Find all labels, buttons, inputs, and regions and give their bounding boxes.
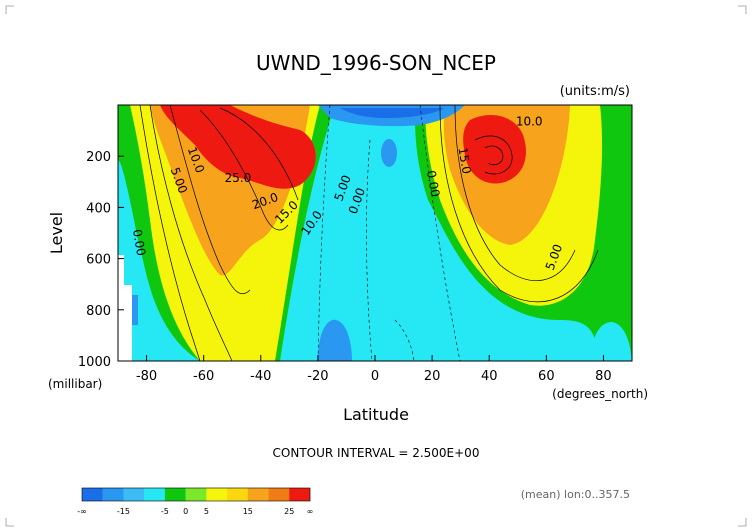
x-tick-label: -40 bbox=[250, 369, 271, 384]
contour-label: 0.00 bbox=[130, 228, 148, 257]
colorbar-labels: -∞ -15 -5 0 5 15 25 ∞ bbox=[77, 507, 313, 516]
x-tick-label: -20 bbox=[307, 369, 328, 384]
y-axis-unit: (millibar) bbox=[48, 377, 102, 391]
x-tick-label: -60 bbox=[193, 369, 214, 384]
colorbar-label: 25 bbox=[284, 507, 294, 516]
x-tick-label: 40 bbox=[481, 369, 498, 384]
y-tick-label: 1000 bbox=[78, 355, 111, 370]
colorbar-swatch bbox=[82, 488, 103, 501]
colorbar-swatch bbox=[268, 488, 290, 501]
y-tick-label: 800 bbox=[86, 304, 111, 319]
colorbar-swatch bbox=[289, 488, 311, 501]
y-tick-label: 200 bbox=[86, 150, 111, 165]
x-axis: -80 -60 -40 -20 0 20 40 60 80 bbox=[136, 355, 612, 384]
colorbar-label: -5 bbox=[161, 507, 169, 516]
chart-title: UWND_1996-SON_NCEP bbox=[256, 51, 496, 75]
colorbar bbox=[81, 487, 311, 502]
colorbar-label: -∞ bbox=[77, 507, 87, 516]
colorbar-label: 15 bbox=[243, 507, 253, 516]
contour-field bbox=[118, 105, 632, 361]
x-tick-label: 80 bbox=[595, 369, 612, 384]
colorbar-label: 5 bbox=[204, 507, 209, 516]
y-axis-title: Level bbox=[47, 212, 66, 254]
colorbar-label: ∞ bbox=[307, 507, 314, 516]
colorbar-swatch bbox=[185, 488, 207, 501]
y-axis: 200 400 600 800 1000 bbox=[78, 150, 124, 370]
x-tick-label: 0 bbox=[371, 369, 379, 384]
colorbar-swatch bbox=[123, 488, 145, 501]
contour-label: 25.0 bbox=[225, 171, 252, 185]
colorbar-label: -15 bbox=[117, 507, 130, 516]
colorbar-swatch bbox=[206, 488, 228, 501]
contour-label: 10.0 bbox=[516, 114, 543, 128]
contour-interval-label: CONTOUR INTERVAL = 2.500E+00 bbox=[273, 446, 480, 460]
x-tick-label: 20 bbox=[424, 369, 441, 384]
crop-marks bbox=[5, 5, 747, 527]
contour-label: 0.00 bbox=[424, 169, 442, 198]
colorbar-swatch bbox=[227, 488, 249, 501]
mean-longitude-note: (mean) lon:0..357.5 bbox=[521, 488, 630, 501]
contour-label: 15.0 bbox=[455, 146, 473, 175]
x-axis-unit: (degrees_north) bbox=[552, 387, 648, 401]
colorbar-frame bbox=[81, 487, 311, 502]
colorbar-swatch bbox=[247, 488, 269, 501]
y-tick-label: 400 bbox=[86, 201, 111, 216]
colorbar-label: 0 bbox=[183, 507, 188, 516]
colorbar-swatch bbox=[144, 488, 166, 501]
colorbar-swatch bbox=[164, 488, 186, 501]
x-tick-label: 60 bbox=[538, 369, 555, 384]
colorbar-swatch bbox=[102, 488, 124, 501]
x-axis-title: Latitude bbox=[343, 405, 409, 424]
x-tick-label: -80 bbox=[136, 369, 157, 384]
units-label: (units:m/s) bbox=[560, 84, 630, 99]
y-tick-label: 600 bbox=[86, 253, 111, 268]
